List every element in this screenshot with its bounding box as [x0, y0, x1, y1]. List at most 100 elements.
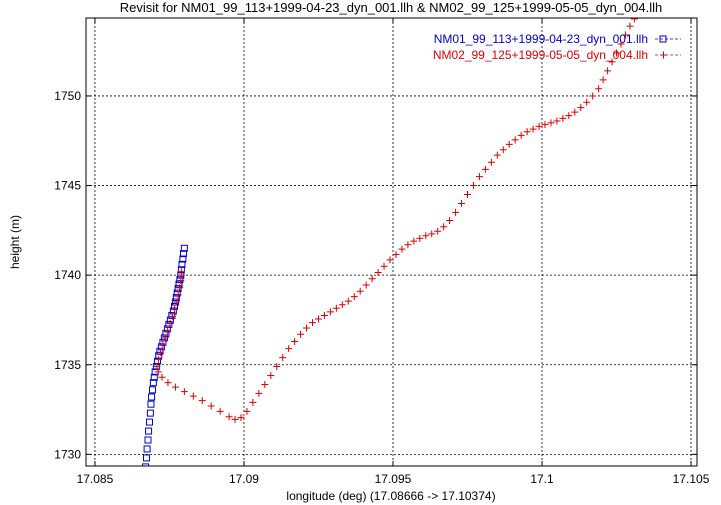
data-point-plus — [320, 311, 328, 319]
data-point-plus — [285, 345, 293, 353]
data-point-plus — [452, 208, 460, 216]
data-point-plus — [511, 136, 519, 144]
data-point-plus — [630, 18, 638, 23]
data-point-plus — [547, 119, 555, 127]
data-point-square — [150, 373, 158, 381]
data-point-square — [168, 311, 176, 319]
data-point-plus — [261, 380, 269, 388]
data-point-plus — [428, 230, 436, 238]
legend-label-series-2: NM02_99_125+1999-05-05_dyn_004.llh — [433, 48, 648, 62]
legend-marker-series-2 — [660, 51, 667, 59]
data-point-plus — [535, 122, 543, 130]
data-point-plus — [177, 277, 185, 285]
x-tick-label: 17.1 — [530, 472, 554, 486]
data-point-plus — [481, 165, 489, 173]
data-point-plus — [434, 227, 442, 235]
data-point-plus — [326, 308, 334, 316]
data-point-plus — [171, 305, 179, 313]
legend-marker-series-1 — [659, 35, 667, 43]
data-point-plus — [469, 182, 477, 190]
data-point-square — [145, 418, 153, 426]
data-point-square — [156, 347, 164, 355]
data-point-plus — [273, 363, 281, 371]
data-point-square — [169, 307, 177, 315]
data-point-plus — [595, 85, 603, 93]
data-point-square — [142, 463, 150, 466]
data-point-plus — [475, 173, 483, 181]
data-point-plus — [309, 319, 317, 327]
data-point-plus — [237, 414, 245, 422]
data-point-plus — [621, 31, 629, 39]
data-point-plus — [487, 158, 495, 166]
data-point-plus — [553, 117, 561, 125]
data-series — [142, 18, 638, 466]
data-point-square — [143, 454, 151, 462]
data-point-plus — [529, 125, 537, 133]
data-point-plus — [416, 234, 424, 242]
data-point-plus — [297, 330, 305, 338]
data-point-plus — [599, 76, 607, 84]
data-point-plus — [291, 337, 299, 345]
data-point-plus — [422, 232, 430, 240]
x-tick-label: 17.095 — [375, 472, 412, 486]
x-tick-label: 17.09 — [229, 472, 259, 486]
data-point-plus — [243, 407, 251, 415]
data-point-plus — [374, 268, 382, 276]
data-point-square — [178, 260, 186, 268]
y-tick-label: 1735 — [54, 358, 81, 372]
data-point-plus — [386, 256, 394, 264]
data-point-square — [148, 393, 156, 401]
data-point-plus — [350, 293, 358, 301]
data-point-square — [154, 357, 162, 365]
data-point-plus — [571, 108, 579, 116]
data-point-plus — [446, 216, 454, 224]
data-point-plus — [153, 363, 161, 371]
data-point-plus — [626, 22, 634, 30]
data-point-plus — [189, 392, 197, 400]
grid-lines — [86, 18, 697, 466]
data-point-plus — [577, 104, 585, 112]
data-point-plus — [523, 128, 531, 136]
y-tick-label: 1750 — [54, 89, 81, 103]
data-point-plus — [176, 284, 184, 292]
data-point-plus — [216, 407, 224, 415]
data-point-plus — [154, 368, 162, 376]
data-point-square — [176, 276, 184, 284]
data-point-plus — [541, 121, 549, 129]
data-point-plus — [589, 92, 597, 100]
data-point-plus — [380, 262, 388, 270]
x-tick-label: 17.105 — [673, 472, 710, 486]
data-point-plus — [198, 397, 206, 405]
data-point-plus — [158, 373, 166, 381]
data-point-plus — [559, 114, 567, 122]
data-point-plus — [398, 245, 406, 253]
data-point-plus — [404, 241, 412, 249]
axis-ticks: 17.085 17.09 17.095 17.1 17.105 1730 1735 1740 1… — [54, 18, 710, 486]
data-point-square — [180, 244, 188, 252]
data-point-plus — [362, 281, 370, 289]
data-point-plus — [565, 112, 573, 120]
data-point-plus — [464, 191, 472, 199]
data-point-plus — [177, 271, 185, 279]
data-point-plus — [174, 291, 182, 299]
y-tick-label: 1730 — [54, 447, 81, 461]
y-axis-label: height (m) — [8, 215, 22, 269]
data-point-plus — [608, 58, 616, 66]
data-point-plus — [392, 251, 400, 259]
data-point-plus — [161, 334, 169, 342]
data-point-square — [173, 289, 181, 297]
x-axis-label: longitude (deg) (17.08666 -> 17.10374) — [286, 489, 495, 503]
data-point-plus — [164, 379, 172, 387]
data-point-square — [149, 379, 157, 387]
data-point-plus — [440, 223, 448, 231]
data-point-plus — [168, 312, 176, 320]
plot-frame — [85, 17, 698, 467]
data-point-plus — [410, 237, 418, 245]
data-point-plus — [332, 304, 340, 312]
data-point-plus — [493, 151, 501, 159]
data-point-plus — [255, 389, 263, 397]
data-point-plus — [344, 297, 352, 305]
data-point-plus — [604, 67, 612, 75]
data-point-plus — [164, 327, 172, 335]
legend-label-series-1: NM01_99_113+1999-04-23_dyn_001.llh — [434, 32, 648, 46]
